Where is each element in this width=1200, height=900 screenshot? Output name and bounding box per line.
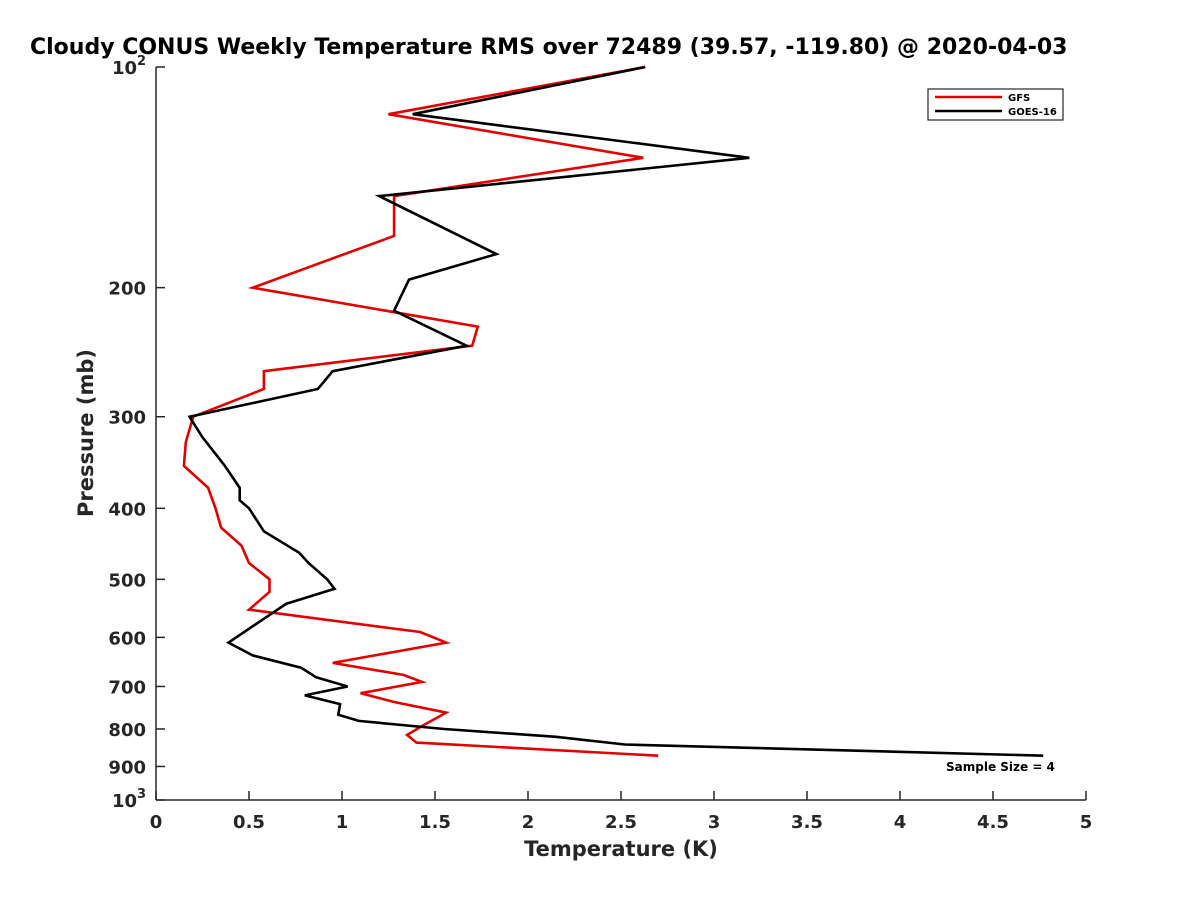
x-tick-label: 1 — [336, 812, 349, 833]
x-tick-label: 3 — [708, 812, 721, 833]
x-tick-label: 2.5 — [605, 812, 637, 833]
y-tick-label: 800 — [108, 720, 146, 741]
x-tick-label: 0 — [150, 812, 163, 833]
x-tick-label: 2 — [522, 812, 535, 833]
y-tick-label: 500 — [108, 570, 146, 591]
y-tick-exponent: 2 — [137, 54, 146, 69]
y-tick-exponent: 3 — [137, 787, 146, 802]
x-tick-label: 1.5 — [419, 812, 451, 833]
x-axis-label: Temperature (K) — [524, 837, 718, 861]
y-axis-label: Pressure (mb) — [74, 349, 98, 517]
series-group — [182, 65, 1044, 757]
y-tick-label: 10 — [112, 58, 137, 79]
y-tick-label: 400 — [108, 499, 146, 520]
y-tick-label: 10 — [112, 791, 137, 812]
legend-label-gfs: GFS — [1008, 93, 1030, 104]
y-tick-label: 200 — [108, 279, 146, 300]
plot-area — [155, 67, 1086, 801]
legend-label-goes16: GOES-16 — [1008, 107, 1057, 118]
y-tick-label: 300 — [108, 408, 146, 429]
y-tick-label: 900 — [108, 757, 146, 778]
x-tick-label: 4.5 — [977, 812, 1009, 833]
legend-box — [927, 88, 1064, 121]
series-line-goes16 — [187, 65, 1044, 757]
x-tick-label: 5 — [1080, 812, 1093, 833]
x-tick-label: 3.5 — [791, 812, 823, 833]
series-line-gfs — [182, 65, 659, 757]
chart-title: Cloudy CONUS Weekly Temperature RMS over… — [30, 35, 1067, 60]
sample-size-annotation: Sample Size = 4 — [946, 760, 1055, 774]
y-tick-label: 700 — [108, 677, 146, 698]
legend: GFS GOES-16 — [927, 88, 1064, 121]
x-tick-label: 0.5 — [233, 812, 265, 833]
x-tick-label: 4 — [894, 812, 907, 833]
x-axis-ticks: 0 0.5 1 1.5 2 2.5 3 3.5 4 4.5 5 — [150, 791, 1093, 833]
y-tick-label: 600 — [108, 628, 146, 649]
